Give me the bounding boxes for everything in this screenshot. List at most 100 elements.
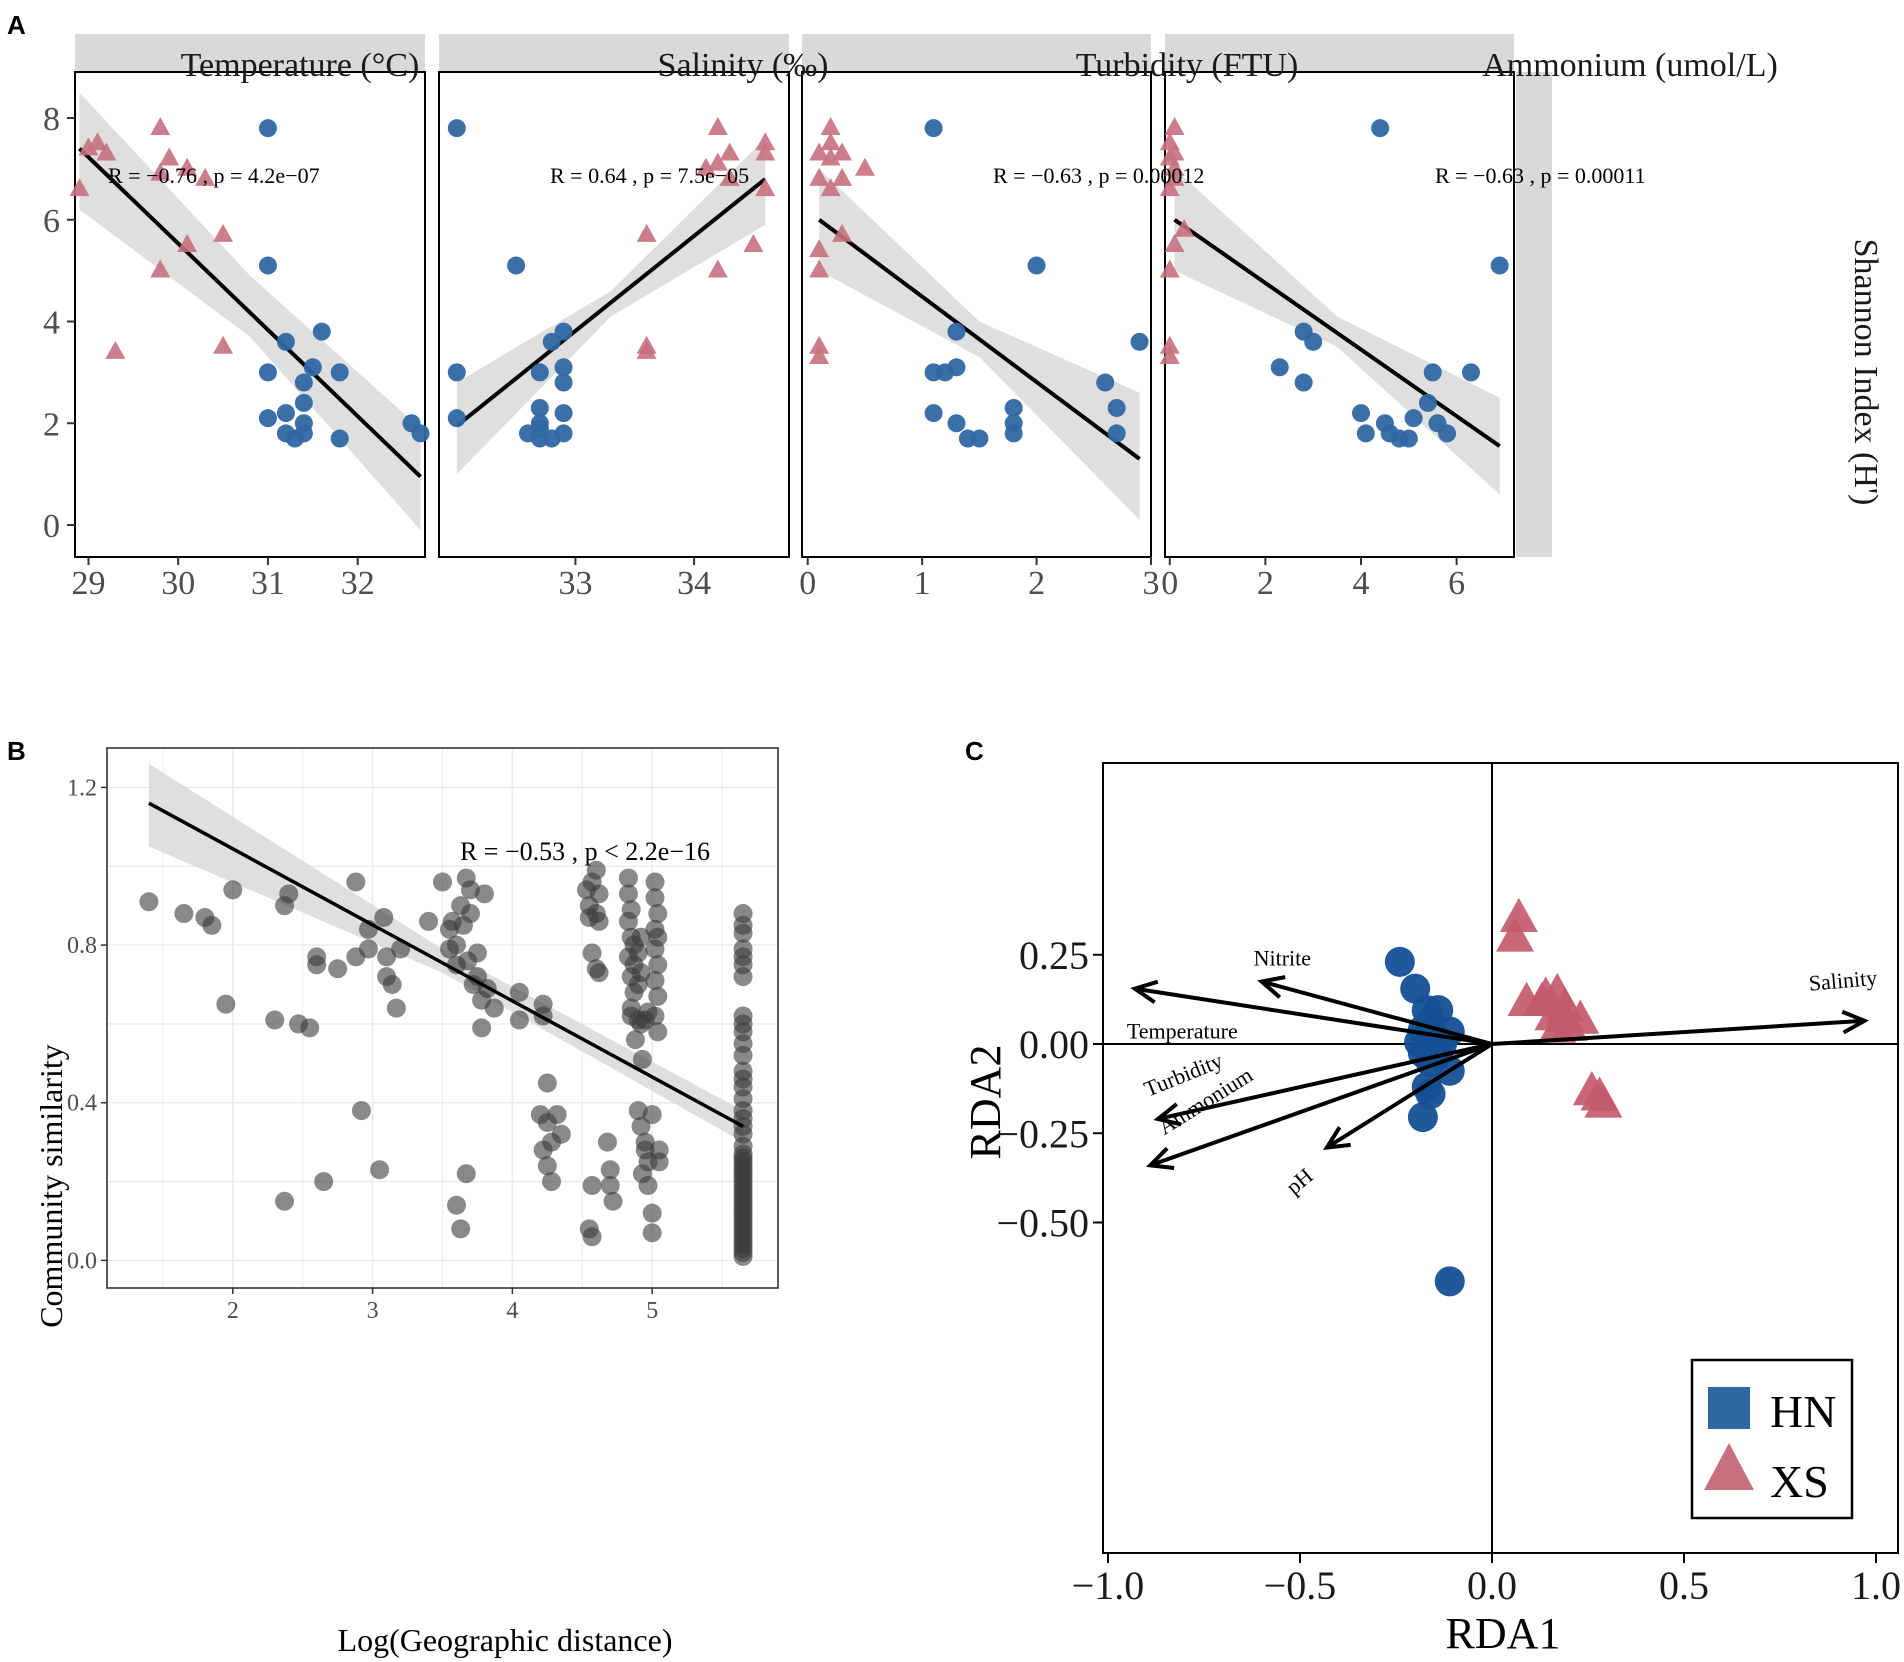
- arrow-label-salinity: Salinity: [1808, 965, 1878, 996]
- similarity-point: [451, 1219, 471, 1239]
- similarity-point: [346, 872, 366, 892]
- arrow-shaft: [1325, 1042, 1494, 1150]
- similarity-point: [733, 967, 753, 987]
- similarity-point: [202, 915, 222, 935]
- arrow-head: [1841, 1009, 1870, 1035]
- similarity-point: [370, 1160, 390, 1180]
- similarity-point: [446, 1195, 466, 1215]
- regression-line: [78, 147, 422, 479]
- xs-point: [755, 178, 776, 197]
- hn-point: [1096, 373, 1115, 392]
- legend-label-xs: XS: [1770, 1456, 1829, 1507]
- panel-c-layer: SalinityTemperatureNitriteTurbidityAmmon…: [996, 762, 1901, 1608]
- xs-point: [820, 147, 841, 166]
- x-tick-label: 32: [341, 565, 375, 602]
- xs-point: [707, 117, 728, 136]
- xs-point: [1164, 117, 1185, 136]
- xs-point: [743, 234, 764, 253]
- hn-point: [947, 322, 966, 341]
- regression-line: [817, 218, 1141, 461]
- hn-point: [554, 424, 573, 443]
- similarity-point: [632, 1049, 652, 1069]
- xs-point: [809, 335, 830, 354]
- x-tick-label: 3: [1143, 565, 1160, 602]
- legend-box: [1690, 1358, 1854, 1520]
- xs-point: [177, 234, 198, 253]
- hn-point: [936, 363, 955, 382]
- arrow-shaft: [1134, 986, 1493, 1046]
- xs-point: [809, 259, 830, 278]
- hn-point: [530, 363, 549, 382]
- facet-turbidity: 0 1 2 3: [799, 71, 1160, 602]
- similarity-point: [419, 911, 439, 931]
- x-tick-label: −0.5: [1264, 1563, 1337, 1608]
- y-tick-label: 0: [43, 508, 60, 545]
- hn-point: [554, 373, 573, 392]
- xs-point: [1159, 259, 1180, 278]
- similarity-point: [645, 971, 665, 991]
- similarity-point: [216, 994, 236, 1014]
- xs-point: [1159, 335, 1180, 354]
- hn-point: [1423, 363, 1442, 382]
- similarity-point: [358, 939, 378, 959]
- hn-point: [1399, 429, 1418, 448]
- y-tick-label: 2: [43, 406, 60, 443]
- hn-point: [1404, 409, 1423, 428]
- hn-point: [1461, 363, 1480, 382]
- xs-point: [105, 340, 126, 359]
- similarity-point: [733, 1246, 753, 1266]
- similarity-point: [328, 959, 348, 979]
- hn-point: [411, 424, 430, 443]
- facet-strip-temperature: [75, 34, 425, 72]
- hn-point: [1490, 256, 1509, 275]
- similarity-point: [603, 1191, 623, 1211]
- arrow-shaft: [1491, 1018, 1865, 1046]
- y-tick-label: 0.0: [67, 1248, 97, 1274]
- hn-point: [1384, 946, 1415, 977]
- xs-point: [159, 147, 180, 166]
- similarity-point: [582, 1227, 602, 1247]
- arrow-label-nitrite: Nitrite: [1254, 946, 1311, 971]
- similarity-point: [484, 998, 504, 1018]
- x-tick-label: 5: [646, 1298, 658, 1324]
- similarity-point: [386, 998, 406, 1018]
- xs-point: [1499, 897, 1538, 933]
- facet-strip-turbidity: [802, 34, 1151, 72]
- xs-point: [809, 239, 830, 258]
- xs-point: [87, 132, 108, 151]
- similarity-point: [600, 1176, 620, 1196]
- xs-point: [195, 167, 216, 186]
- hn-point: [1418, 393, 1437, 412]
- hn-point: [530, 398, 549, 417]
- hn-point: [1294, 373, 1313, 392]
- similarity-point: [314, 1172, 334, 1192]
- env-arrow-salinity: Salinity: [1491, 965, 1878, 1046]
- similarity-point: [631, 963, 651, 983]
- arrow-head: [1145, 1146, 1175, 1170]
- hn-point: [447, 119, 466, 138]
- panel-b-chart: 2 3 4 5 0.0 0.4 0.8 1.2 R = −0.53 , p < 2.2e−16…: [33, 747, 779, 1658]
- similarity-point: [537, 1156, 557, 1176]
- facet-stat-ammonium: R = −0.63 , p = 0.00011: [1435, 163, 1646, 188]
- similarity-point: [433, 872, 452, 892]
- similarity-point: [649, 1152, 669, 1172]
- x-tick-label: 1: [914, 565, 931, 602]
- xs-point: [809, 142, 830, 161]
- similarity-point: [223, 880, 243, 900]
- panel-b-stat-label: R = −0.53 , p < 2.2e−16: [460, 837, 710, 866]
- hn-point: [947, 414, 966, 433]
- xs-point: [636, 223, 657, 242]
- similarity-point: [642, 1223, 662, 1243]
- similarity-point: [579, 907, 599, 927]
- similarity-point: [733, 1045, 753, 1065]
- x-tick-label: 0: [1161, 565, 1178, 602]
- similarity-point: [275, 1191, 295, 1211]
- arrow-head: [1257, 975, 1286, 999]
- hn-point: [1356, 424, 1375, 443]
- x-tick-label: 2: [1028, 565, 1045, 602]
- y-axis-title-community-similarity: Community similarity: [33, 1044, 69, 1328]
- similarity-point: [645, 888, 665, 908]
- regression-line: [455, 177, 767, 428]
- hn-point: [294, 393, 313, 412]
- x-tick-label: 34: [677, 565, 711, 602]
